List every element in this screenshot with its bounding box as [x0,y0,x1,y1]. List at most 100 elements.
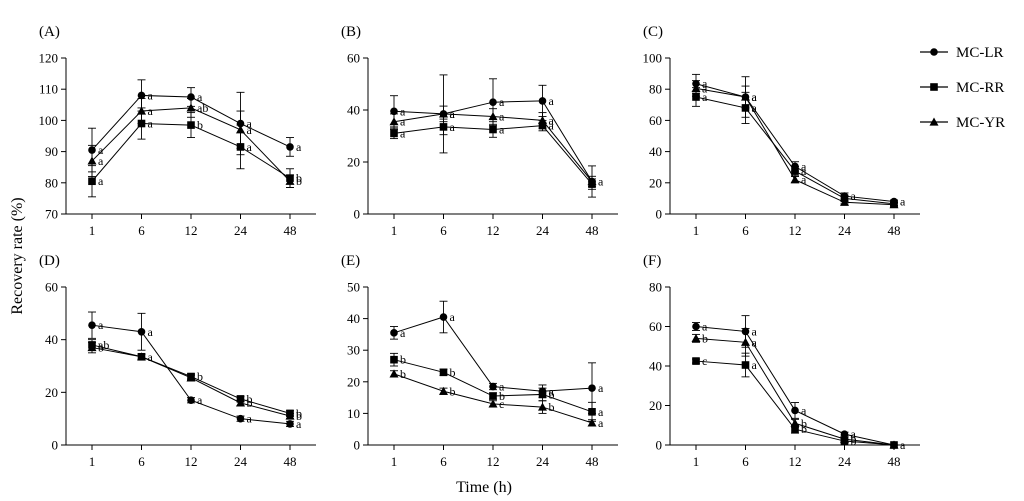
data-point [741,337,750,346]
x-tick-label: 48 [586,454,599,469]
data-point [236,398,245,407]
x-tick-label: 48 [888,454,901,469]
x-tick-label: 12 [185,223,198,238]
legend-label: MC-YR [956,115,1005,131]
data-point [489,125,497,134]
data-point [587,418,597,427]
x-tick-label: 24 [234,454,248,469]
significance-label: a [702,90,708,104]
significance-label: b [450,365,456,379]
data-point [538,402,547,411]
data-point [840,197,849,206]
significance-label: a [549,113,555,127]
significance-label: a [900,438,906,452]
data-point [439,386,448,395]
significance-label: b [247,396,253,410]
x-tick-label: 12 [789,223,802,238]
significance-label: a [702,81,708,95]
series-mc-rr: bbb ba [390,353,604,422]
significance-label: b [549,400,555,414]
y-tick-label: 80 [649,280,662,295]
x-tick-label: 1 [89,223,96,238]
significance-label: b [98,341,104,355]
data-point [390,329,398,337]
significance-label: b [801,416,807,430]
data-point [389,117,399,126]
y-tick-label: 120 [39,51,59,66]
x-tick-label: 12 [185,454,198,469]
significance-label: a [801,173,807,187]
significance-label: a [801,164,807,178]
data-point [489,98,497,106]
y-tick-label: 80 [649,82,662,97]
y-tick-label: 40 [347,311,360,326]
series-mc-yr: aa a a [389,105,597,188]
legend-label: MC-LR [956,45,1004,61]
significance-label: a [801,159,807,173]
significance-label: b [296,409,302,423]
y-tick-label: 20 [649,398,662,413]
legend-item-mc-yr: MC-YR [920,115,1005,131]
significance-label: b [296,171,302,185]
data-point [390,129,398,138]
panel-label: (C) [643,24,663,40]
legend: MC-LR MC-RR MC-YR [920,45,1005,131]
significance-label: b [247,392,253,406]
y-tick-label: 40 [649,144,662,159]
significance-label: a [702,320,708,334]
significance-label: b [400,367,406,381]
significance-label: b [197,118,203,132]
significance-label: b [296,174,302,188]
significance-label: a [98,154,104,168]
data-point [538,115,547,124]
series-mc-yr: aaa [691,80,899,209]
significance-label: a [752,101,758,115]
x-tick-label: 48 [284,223,297,238]
significance-label: a [98,318,104,332]
data-point [439,368,448,377]
y-tick-label: 0 [656,438,663,453]
significance-label: a [98,143,104,157]
significance-label: a [752,324,758,338]
significance-label: a [148,325,154,339]
significance-label: a [197,90,203,104]
y-tick-label: 60 [649,113,662,128]
significance-label: a [499,110,505,124]
significance-label: a [598,175,604,189]
x-tick-label: 6 [138,454,145,469]
y-tick-label: 30 [347,343,360,358]
data-point [691,83,701,93]
significance-label: a [148,117,154,131]
series-line [695,83,895,203]
data-point [790,418,800,427]
data-point [87,343,97,352]
data-point [236,125,245,134]
significance-label: a [450,107,456,121]
x-tick-label: 6 [742,223,749,238]
significance-label: a [296,140,302,154]
significance-label: a [400,326,406,340]
legend-label: MC-RR [956,80,1004,96]
significance-label: a [247,123,253,137]
data-point [488,399,498,408]
significance-label: a [148,88,154,102]
x-tick-label: 48 [888,223,901,238]
significance-label: a [752,335,758,349]
data-point [439,109,448,118]
series-mc-yr: bbc ba [389,367,604,430]
series-line [695,87,895,206]
significance-label: a [801,403,807,417]
y-tick-label: 60 [649,319,662,334]
data-point [588,408,596,416]
y-tick-label: 50 [347,280,360,295]
significance-label: a [450,120,456,134]
y-tick-label: 20 [649,175,662,190]
x-tick-label: 1 [89,454,96,469]
significance-label: a [752,90,758,104]
x-tick-label: 12 [487,223,500,238]
significance-label: a [499,95,505,109]
data-point [538,97,547,105]
y-tick-label: 20 [347,155,360,170]
